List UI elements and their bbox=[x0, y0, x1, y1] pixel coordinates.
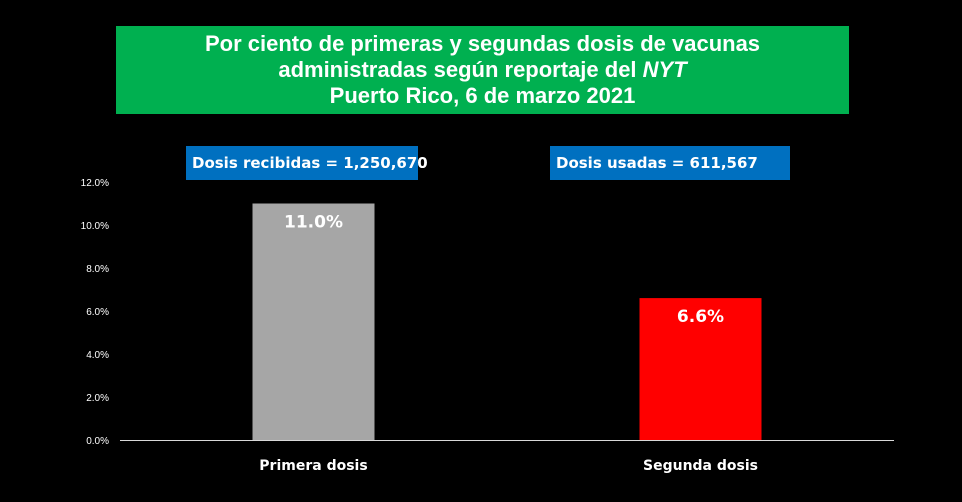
chart-title-line-2: administradas según reportaje del NYT bbox=[116, 57, 849, 83]
chart-title-banner: Por ciento de primeras y segundas dosis … bbox=[116, 26, 849, 114]
bar-value-label: 11.0% bbox=[284, 213, 343, 233]
y-tick-label: 6.0% bbox=[86, 307, 109, 318]
bars: 11.0% 6.6% bbox=[252, 203, 762, 440]
bar-value-label: 6.6% bbox=[677, 307, 724, 327]
chart-title-line-2-text: administradas según reportaje del bbox=[278, 57, 643, 82]
bar bbox=[639, 298, 762, 440]
doses-used-label: Dosis usadas = 611,567 bbox=[550, 146, 790, 180]
y-tick-label: 2.0% bbox=[86, 393, 109, 404]
chart-title-nyt: NYT bbox=[642, 57, 687, 82]
doses-received-label: Dosis recibidas = 1,250,670 bbox=[186, 146, 428, 180]
y-tick-label: 0.0% bbox=[86, 436, 109, 447]
x-axis: Primera dosis Segunda dosis bbox=[259, 458, 758, 474]
y-tick-label: 10.0% bbox=[81, 221, 109, 232]
y-tick-label: 4.0% bbox=[86, 350, 109, 361]
y-axis: 0.0% 2.0% 4.0% 6.0% 8.0% 10.0% 12.0% bbox=[81, 178, 109, 447]
x-category-label: Primera dosis bbox=[259, 458, 367, 474]
y-tick-label: 12.0% bbox=[81, 178, 109, 189]
x-category-label: Segunda dosis bbox=[643, 458, 758, 474]
y-tick-label: 8.0% bbox=[86, 264, 109, 275]
chart-title-line-1: Por ciento de primeras y segundas dosis … bbox=[204, 31, 761, 56]
chart-title-line-3: Puerto Rico, 6 de marzo 2021 bbox=[329, 83, 636, 108]
bar bbox=[252, 203, 375, 440]
